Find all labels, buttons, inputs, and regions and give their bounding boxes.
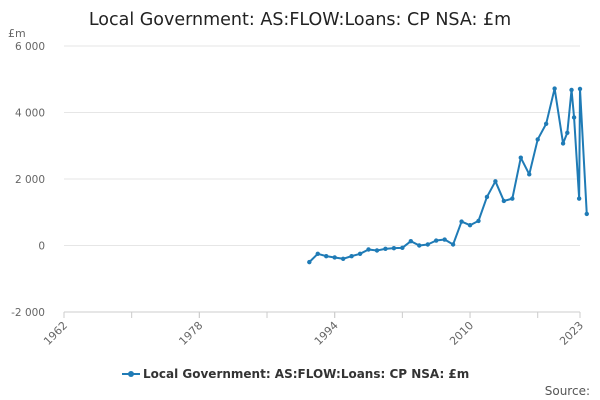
x-tick-label: 2010 <box>447 319 476 348</box>
y-tick-label: 0 <box>38 241 45 253</box>
data-point[interactable] <box>374 248 380 253</box>
data-point[interactable] <box>391 245 397 251</box>
data-point[interactable] <box>501 198 507 204</box>
data-point[interactable] <box>433 238 439 243</box>
data-point[interactable] <box>476 218 481 224</box>
data-point[interactable] <box>510 196 515 201</box>
data-point[interactable] <box>417 243 422 248</box>
data-point[interactable] <box>576 196 582 201</box>
legend[interactable]: Local Government: AS:FLOW:Loans: CP NSA:… <box>122 367 469 381</box>
data-point[interactable] <box>425 242 430 247</box>
x-tick-label: 1994 <box>312 319 341 348</box>
x-axis: 1962 1978 1994 2010 2023 <box>41 311 586 348</box>
data-point[interactable] <box>450 242 456 247</box>
data-point[interactable] <box>442 237 447 242</box>
series-line <box>308 87 588 263</box>
x-tick-label: 2023 <box>557 319 586 348</box>
data-point[interactable] <box>577 86 583 92</box>
data-point[interactable] <box>400 245 405 251</box>
data-point[interactable] <box>340 256 346 261</box>
grid-lines <box>64 45 580 313</box>
data-point[interactable] <box>459 219 464 224</box>
data-point[interactable] <box>315 251 320 257</box>
data-point[interactable] <box>383 246 388 252</box>
y-unit-label: £m <box>8 27 26 40</box>
data-point[interactable] <box>571 115 577 120</box>
y-axis-ticks: -2 000 0 2 000 4 000 6 000 <box>11 41 45 319</box>
data-point[interactable] <box>332 255 337 260</box>
data-point[interactable] <box>543 121 549 127</box>
data-point[interactable] <box>584 211 589 217</box>
data-point[interactable] <box>324 253 329 259</box>
data-point[interactable] <box>518 155 523 160</box>
data-point[interactable] <box>535 137 540 142</box>
legend-label: Local Government: AS:FLOW:Loans: CP NSA:… <box>143 367 469 381</box>
y-tick-label: 6 000 <box>15 41 45 53</box>
data-point[interactable] <box>307 259 312 265</box>
y-tick-label: 2 000 <box>15 174 45 186</box>
data-point[interactable] <box>565 130 570 135</box>
data-point[interactable] <box>408 238 414 244</box>
data-point[interactable] <box>349 253 354 259</box>
data-point[interactable] <box>484 194 490 200</box>
data-point[interactable] <box>560 141 566 146</box>
data-point[interactable] <box>467 223 473 228</box>
chart-title: Local Government: AS:FLOW:Loans: CP NSA:… <box>89 10 511 30</box>
legend-marker <box>128 371 134 377</box>
y-tick-label: -2 000 <box>11 307 45 319</box>
data-point[interactable] <box>366 247 371 252</box>
data-point[interactable] <box>552 86 557 91</box>
source-label: Source: <box>545 384 590 398</box>
data-point[interactable] <box>527 172 532 177</box>
data-point[interactable] <box>493 179 498 184</box>
series-group <box>307 86 589 265</box>
y-tick-label: 4 000 <box>15 108 45 120</box>
x-tick-label: 1962 <box>41 319 70 348</box>
data-point[interactable] <box>569 87 574 93</box>
x-tick-label: 1978 <box>176 319 205 348</box>
data-point[interactable] <box>357 251 363 257</box>
